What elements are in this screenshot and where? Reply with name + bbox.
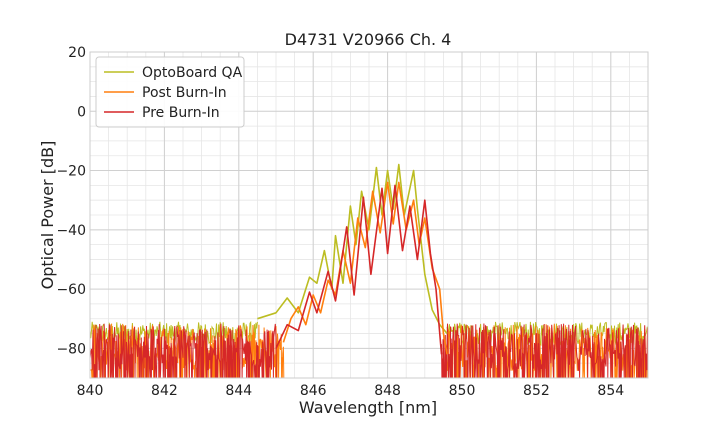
y-tick-label: 20 — [68, 45, 86, 61]
y-tick-labels: 20 0 −20 −40 −60 −80 — [56, 45, 86, 357]
legend-label-post-burn-in: Post Burn-In — [142, 85, 227, 101]
y-tick-label: −20 — [56, 164, 86, 180]
y-tick-label: −80 — [56, 341, 86, 357]
noise-floor-layer — [89, 320, 649, 379]
x-tick-label: 844 — [225, 383, 252, 399]
legend-label-optoboard-qa: OptoBoard QA — [142, 65, 243, 81]
x-tick-labels: 840 842 844 846 848 850 852 854 — [77, 383, 625, 399]
plot-area-frame — [89, 51, 649, 379]
series-line-pre-burn-in — [275, 184, 443, 355]
series-layer — [257, 163, 448, 355]
legend-label-pre-burn-in: Pre Burn-In — [142, 105, 220, 121]
legend: OptoBoard QA Post Burn-In Pre Burn-In — [95, 56, 245, 128]
x-tick-label: 848 — [374, 383, 401, 399]
noise-trace-pre-burn-in — [441, 323, 649, 379]
chart-title: D4731 V20966 Ch. 4 — [285, 30, 452, 49]
x-tick-label: 846 — [300, 383, 327, 399]
x-tick-label: 840 — [77, 383, 104, 399]
x-tick-label: 854 — [597, 383, 624, 399]
y-tick-label: −60 — [56, 282, 86, 298]
x-tick-label: 842 — [151, 383, 178, 399]
y-axis-label: Optical Power [dB] — [38, 141, 57, 290]
noise-trace-pre-burn-in — [89, 323, 277, 379]
x-axis-label: Wavelength [nm] — [299, 398, 437, 417]
legend-box — [95, 56, 245, 128]
series-line-post-burn-in — [282, 181, 448, 355]
y-tick-label: 0 — [77, 104, 86, 120]
x-tick-label: 852 — [523, 383, 550, 399]
y-tick-label: −40 — [56, 223, 86, 239]
x-tick-label: 850 — [449, 383, 476, 399]
